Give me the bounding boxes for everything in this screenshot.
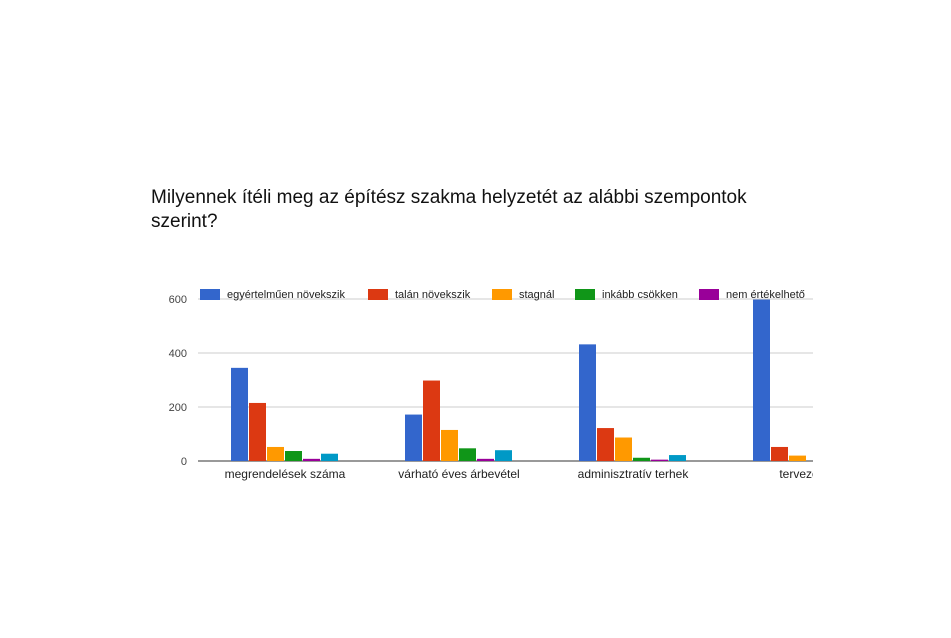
legend-swatch	[699, 289, 719, 300]
legend-label: stagnál	[519, 289, 554, 301]
bar	[441, 429, 458, 461]
legend-label: inkább csökken	[602, 289, 678, 301]
legend: egyértelműen növekszik talán növekszik sta…	[200, 289, 805, 301]
legend-swatch	[368, 289, 388, 300]
legend-item: talán növekszik	[368, 289, 471, 301]
bar	[495, 450, 512, 461]
x-tick-label: megrendelések száma	[225, 467, 346, 481]
legend-swatch	[492, 289, 512, 300]
bar	[459, 448, 476, 461]
bar	[231, 367, 248, 461]
y-tick-label: 0	[181, 456, 187, 468]
bar	[267, 446, 284, 461]
legend-swatch	[200, 289, 220, 300]
bar	[753, 299, 770, 461]
legend-item: egyértelműen növekszik	[200, 289, 346, 301]
bar	[789, 455, 806, 461]
legend-item: stagnál	[492, 289, 554, 301]
legend-label: talán növekszik	[395, 289, 471, 301]
bar	[423, 380, 440, 461]
bar	[579, 344, 596, 461]
gridlines	[198, 298, 813, 462]
bar	[405, 414, 422, 461]
legend-swatch	[575, 289, 595, 300]
bar	[321, 453, 338, 461]
bar	[615, 437, 632, 461]
bar	[477, 458, 494, 461]
legend-item: inkább csökken	[575, 289, 678, 301]
chart-title: Milyennek ítéli meg az építész szakma he…	[151, 187, 747, 232]
bar	[597, 428, 614, 461]
bar	[285, 451, 302, 461]
y-tick-label: 200	[169, 402, 187, 414]
bar	[651, 459, 668, 461]
legend-label: egyértelműen növekszik	[227, 289, 346, 301]
x-axis: megrendelések száma várható éves árbevéte…	[225, 467, 835, 481]
bars	[231, 299, 806, 461]
x-tick-label: adminisztratív terhek	[578, 467, 690, 481]
bar	[249, 402, 266, 461]
y-axis: 0 200 400 600	[169, 294, 187, 468]
bar	[669, 455, 686, 461]
bar	[771, 446, 788, 461]
y-tick-label: 400	[169, 348, 187, 360]
x-tick-label: tervezői fe	[779, 467, 835, 481]
bar	[303, 458, 320, 461]
y-tick-label: 600	[169, 294, 187, 306]
bar	[633, 457, 650, 461]
x-tick-label: várható éves árbevétel	[398, 467, 519, 481]
legend-label: nem értékelhető	[726, 289, 805, 301]
legend-item: nem értékelhető	[699, 289, 805, 301]
